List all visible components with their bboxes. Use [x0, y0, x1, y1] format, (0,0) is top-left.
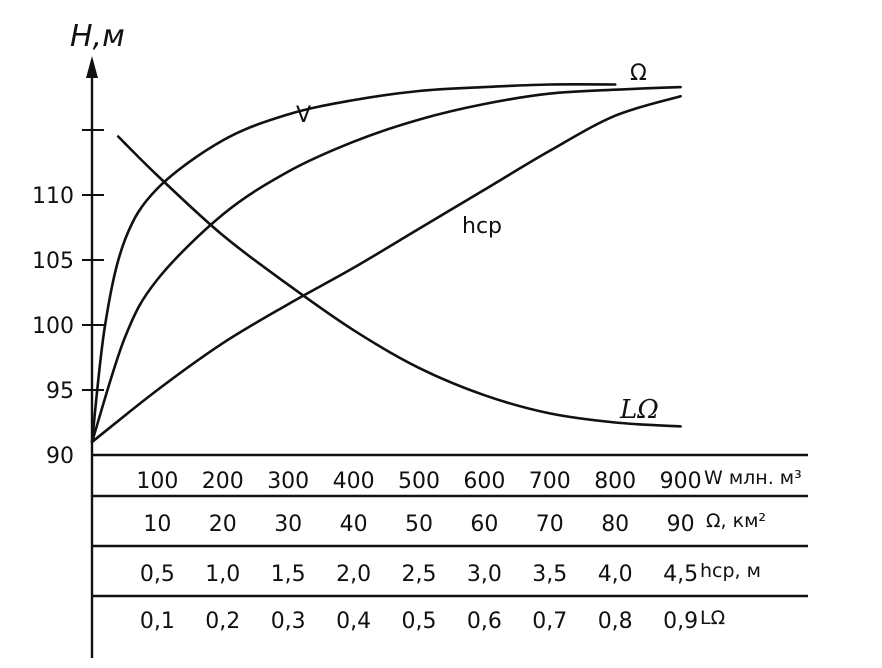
scale-0-tick-label: 300 [267, 469, 309, 494]
y-tick-label: 90 [46, 444, 74, 469]
scale-0-tick-label: 700 [529, 469, 571, 494]
scale-3-tick-label: 0,4 [336, 609, 371, 634]
scale-1-tick-label: 20 [209, 512, 237, 537]
y-tick-label: 105 [32, 249, 74, 274]
scale-0-tick-label: 200 [202, 469, 244, 494]
scale-2-tick-label: 0,5 [140, 562, 175, 587]
scale-3-tick-label: 0,9 [663, 609, 698, 634]
y-axis-arrow [86, 56, 98, 78]
scale-3-tick-label: 0,3 [271, 609, 306, 634]
y-tick-label: 100 [32, 314, 74, 339]
scale-3-tick-label: 0,1 [140, 609, 175, 634]
scale-2-tick-label: 3,5 [532, 562, 567, 587]
scale-3-tick-label: 0,6 [467, 609, 502, 634]
curve-label-l-omega: LΩ [619, 395, 659, 425]
scale-1-tick-label: 60 [470, 512, 498, 537]
scale-1-tick-label: 90 [667, 512, 695, 537]
y-tick-label: 110 [32, 184, 74, 209]
scale-1-tick-label: 10 [143, 512, 171, 537]
y-tick-label: 95 [46, 379, 74, 404]
curves [90, 83, 682, 444]
y-ticks: 90 95 100 105 110 [32, 129, 104, 469]
scale-2-tick-label: 4,5 [663, 562, 698, 587]
scale-2-tick-label: 1,5 [271, 562, 306, 587]
scale-2-tick-label: 2,5 [402, 562, 437, 587]
scale-0-tick-label: 800 [594, 469, 636, 494]
scale-2-tick-label: 4,0 [598, 562, 633, 587]
scale-2-tick-label: 2,0 [336, 562, 371, 587]
axes [86, 56, 808, 658]
curve-series-1 [90, 85, 682, 444]
scale-1-tick-label: 40 [340, 512, 368, 537]
scale-2-name: hср, м [700, 560, 761, 582]
scale-0-tick-label: 900 [660, 469, 702, 494]
scale-3-tick-label: 0,5 [402, 609, 437, 634]
curve-series-3 [116, 135, 682, 428]
scale-3-tick-label: 0,8 [598, 609, 633, 634]
curve-series-0 [90, 83, 617, 444]
y-axis-title: H,м [70, 19, 125, 54]
scale-1-tick-label: 80 [601, 512, 629, 537]
scale-1-tick-label: 30 [274, 512, 302, 537]
scale-2-tick-label: 3,0 [467, 562, 502, 587]
curve-label-omega: Ω [630, 61, 647, 86]
scale-0-tick-label: 600 [463, 469, 505, 494]
scale-3-tick-label: 0,7 [532, 609, 567, 634]
scale-1-name: Ω, км² [706, 510, 766, 532]
secondary-scales: 100 200 300 400 500 600 700 800 900 W млн. м³ 10 20… [136, 467, 801, 634]
scale-0-tick-label: 400 [333, 469, 375, 494]
curve-label-v: V [296, 103, 311, 128]
scale-2-tick-label: 1,0 [205, 562, 240, 587]
curve-label-hcp: hср [462, 214, 502, 239]
curve-series-2 [90, 94, 682, 444]
scale-0-name: W млн. м³ [704, 467, 802, 489]
scale-1-tick-label: 70 [536, 512, 564, 537]
scale-0-tick-label: 500 [398, 469, 440, 494]
scale-3-name: LΩ [700, 607, 725, 629]
scale-3-tick-label: 0,2 [205, 609, 240, 634]
scale-1-tick-label: 50 [405, 512, 433, 537]
scale-0-tick-label: 100 [136, 469, 178, 494]
